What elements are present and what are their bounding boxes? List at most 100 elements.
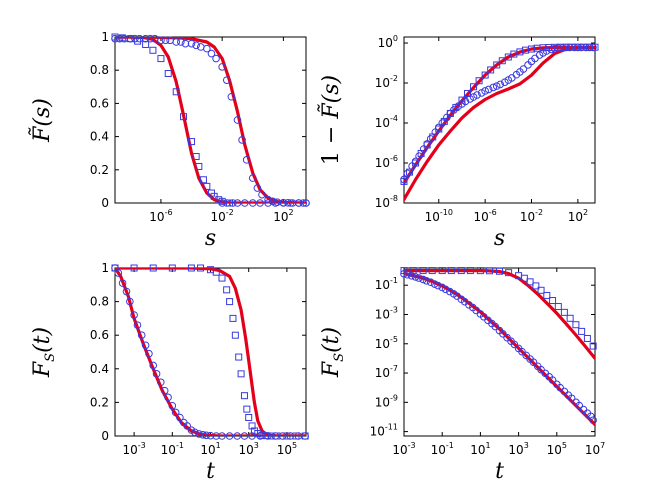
square-marker (258, 431, 266, 439)
square-marker (572, 321, 580, 329)
square-marker (419, 267, 427, 275)
circle-marker (575, 401, 584, 410)
square-marker (180, 113, 188, 121)
square-marker (164, 70, 172, 78)
series-line-fit-circles- (115, 268, 306, 436)
y-tick-label: 1 (101, 261, 109, 275)
y-tick-label: 10-7 (375, 364, 398, 380)
circle-marker (411, 157, 420, 166)
x-tick-label: 105 (277, 441, 297, 457)
x-tick-label: 10-10 (425, 208, 453, 224)
y-tick-label: 10-6 (375, 154, 398, 170)
circle-marker (199, 431, 207, 439)
square-marker (543, 291, 551, 299)
circle-marker (222, 76, 231, 84)
circle-marker (233, 116, 242, 124)
panel-d: 10-3 10-1 101 103 105 107 10-11 10-9 10-7 10-5 10-… (319, 267, 605, 484)
y-tick-label: 0.4 (90, 362, 109, 376)
circle-marker (141, 341, 150, 350)
circle-marker (233, 432, 242, 440)
circle-marker (120, 34, 129, 43)
y-tick-label: 0.6 (90, 328, 109, 342)
series-line-fit-circles- (404, 272, 595, 427)
square-marker (578, 327, 586, 335)
circle-marker (279, 199, 288, 207)
x-axis-label: s (205, 226, 216, 251)
square-marker (187, 264, 195, 272)
circle-marker (481, 87, 489, 95)
circle-marker (419, 145, 428, 153)
square-marker (554, 303, 562, 311)
panel-c: 10-3 10-1 101 103 105 0 0.2 0.4 0.6 0.8 1 t FS(t) (30, 261, 309, 484)
circle-marker (264, 195, 272, 204)
circle-marker (177, 38, 185, 46)
x-axis-label: s (494, 226, 505, 251)
circle-marker (207, 49, 216, 58)
square-marker (566, 314, 574, 322)
square-marker (134, 37, 142, 45)
circle-marker (212, 54, 220, 63)
circle-marker (122, 287, 131, 296)
circle-marker (135, 34, 144, 43)
circle-marker (133, 321, 142, 329)
circle-marker (547, 45, 556, 54)
y-axis-label: F̃(s) (29, 98, 55, 143)
circle-marker (411, 273, 420, 281)
circle-marker (499, 329, 507, 338)
square-marker (301, 432, 309, 440)
x-axis-label: t (206, 459, 215, 484)
square-marker (532, 282, 540, 290)
circle-marker (203, 44, 211, 53)
axes-frame-d (403, 267, 596, 437)
circle-marker (238, 136, 246, 144)
square-marker (486, 267, 494, 275)
square-marker (168, 264, 176, 272)
circle-marker (426, 135, 435, 143)
circle-marker (542, 47, 551, 55)
circle-marker (415, 152, 423, 160)
square-marker (197, 264, 205, 272)
square-marker (526, 278, 534, 286)
y-tick-label: 10-2 (375, 74, 398, 90)
square-marker (447, 267, 455, 275)
y-tick-label: 0.8 (90, 295, 109, 309)
circle-marker (284, 199, 292, 207)
circle-marker (434, 281, 442, 290)
circle-marker (288, 199, 297, 207)
y-axis-label: 1 − F̃(s) (318, 75, 344, 165)
circle-marker (141, 34, 150, 43)
circle-marker (137, 331, 146, 340)
circle-marker (222, 199, 231, 207)
square-marker (212, 268, 220, 276)
circle-marker (426, 278, 435, 287)
circle-marker (160, 386, 169, 395)
circle-marker (157, 378, 165, 387)
circle-marker (407, 271, 416, 280)
circle-marker (548, 376, 557, 384)
circle-marker (491, 322, 500, 331)
circle-marker (206, 431, 215, 440)
x-tick-label: 10-2 (520, 208, 543, 224)
circle-marker (492, 82, 501, 90)
square-marker (218, 274, 226, 282)
circle-marker (446, 287, 454, 296)
circle-marker (164, 393, 172, 402)
circle-marker (556, 383, 564, 392)
circle-marker (550, 44, 559, 53)
circle-marker (145, 349, 153, 358)
square-marker (245, 414, 253, 422)
circle-marker (157, 36, 165, 45)
x-axis-label: t (495, 459, 504, 484)
circle-marker (115, 34, 124, 43)
circle-marker (192, 41, 200, 50)
x-tick-label: 10-3 (122, 441, 145, 457)
circle-marker (465, 300, 473, 309)
circle-marker (403, 169, 412, 178)
circle-marker (212, 432, 221, 440)
square-marker (231, 331, 239, 339)
circle-marker (258, 190, 266, 199)
square-marker (149, 46, 157, 54)
circle-marker (152, 370, 161, 378)
circle-marker (565, 43, 574, 52)
square-marker (560, 308, 568, 316)
